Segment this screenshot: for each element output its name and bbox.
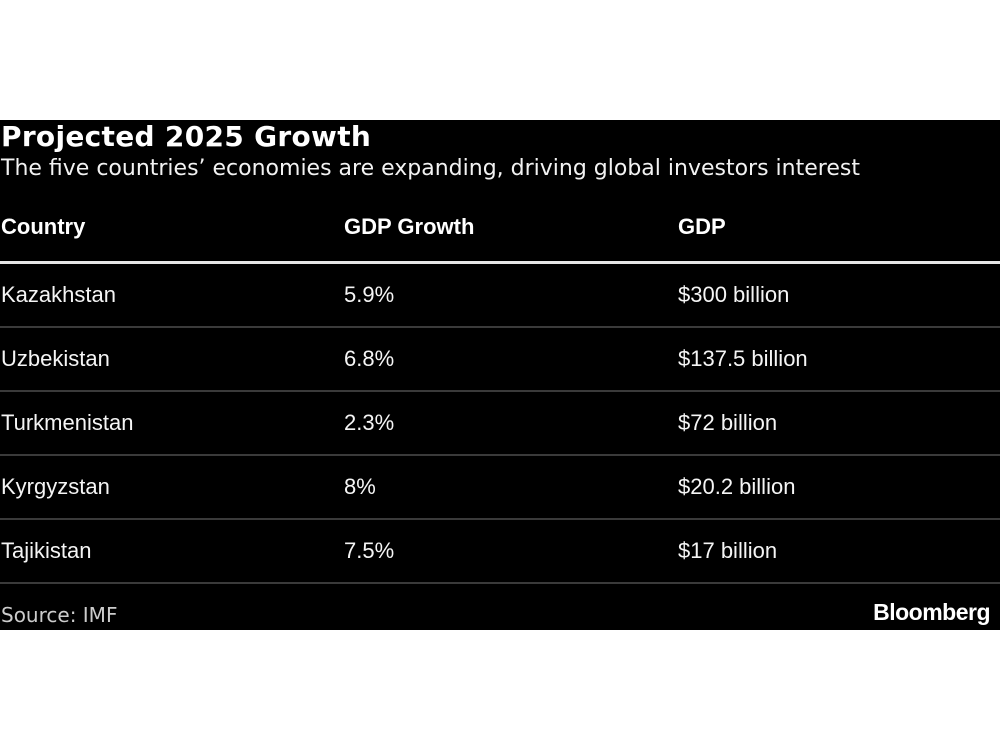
cell-gdp: $20.2 billion [678, 474, 796, 499]
table-row: Kazakhstan 5.9% $300 billion [0, 264, 1000, 328]
column-header-gdp-growth: GDP Growth [344, 214, 475, 239]
cell-country: Uzbekistan [1, 346, 110, 371]
cell-country: Tajikistan [1, 538, 92, 563]
source-note: Source: IMF [1, 603, 118, 627]
bloomberg-logo: Bloomberg [873, 599, 990, 625]
chart-panel: Projected 2025 Growth The five countries… [0, 120, 1000, 630]
cell-gdp-growth: 5.9% [344, 282, 395, 307]
header-divider [0, 261, 1000, 264]
cell-country: Turkmenistan [1, 410, 134, 435]
cell-gdp-growth: 8% [344, 474, 376, 499]
chart-title: Projected 2025 Growth [1, 120, 372, 153]
cell-country: Kazakhstan [1, 282, 116, 307]
column-header-gdp: GDP [678, 214, 726, 239]
chart-subtitle: The five countries’ economies are expand… [1, 156, 860, 181]
column-header-country: Country [1, 214, 86, 239]
cell-gdp: $17 billion [678, 538, 778, 563]
table-row: Tajikistan 7.5% $17 billion [0, 520, 1000, 584]
cell-gdp-growth: 7.5% [344, 538, 395, 563]
cell-gdp-growth: 6.8% [344, 346, 395, 371]
table-row: Uzbekistan 6.8% $137.5 billion [0, 328, 1000, 392]
cell-gdp: $72 billion [678, 410, 778, 435]
table-row: Kyrgyzstan 8% $20.2 billion [0, 456, 1000, 520]
cell-gdp-growth: 2.3% [344, 410, 395, 435]
table-row: Turkmenistan 2.3% $72 billion [0, 392, 1000, 456]
cell-country: Kyrgyzstan [1, 474, 110, 499]
cell-gdp: $137.5 billion [678, 346, 808, 371]
cell-gdp: $300 billion [678, 282, 790, 307]
